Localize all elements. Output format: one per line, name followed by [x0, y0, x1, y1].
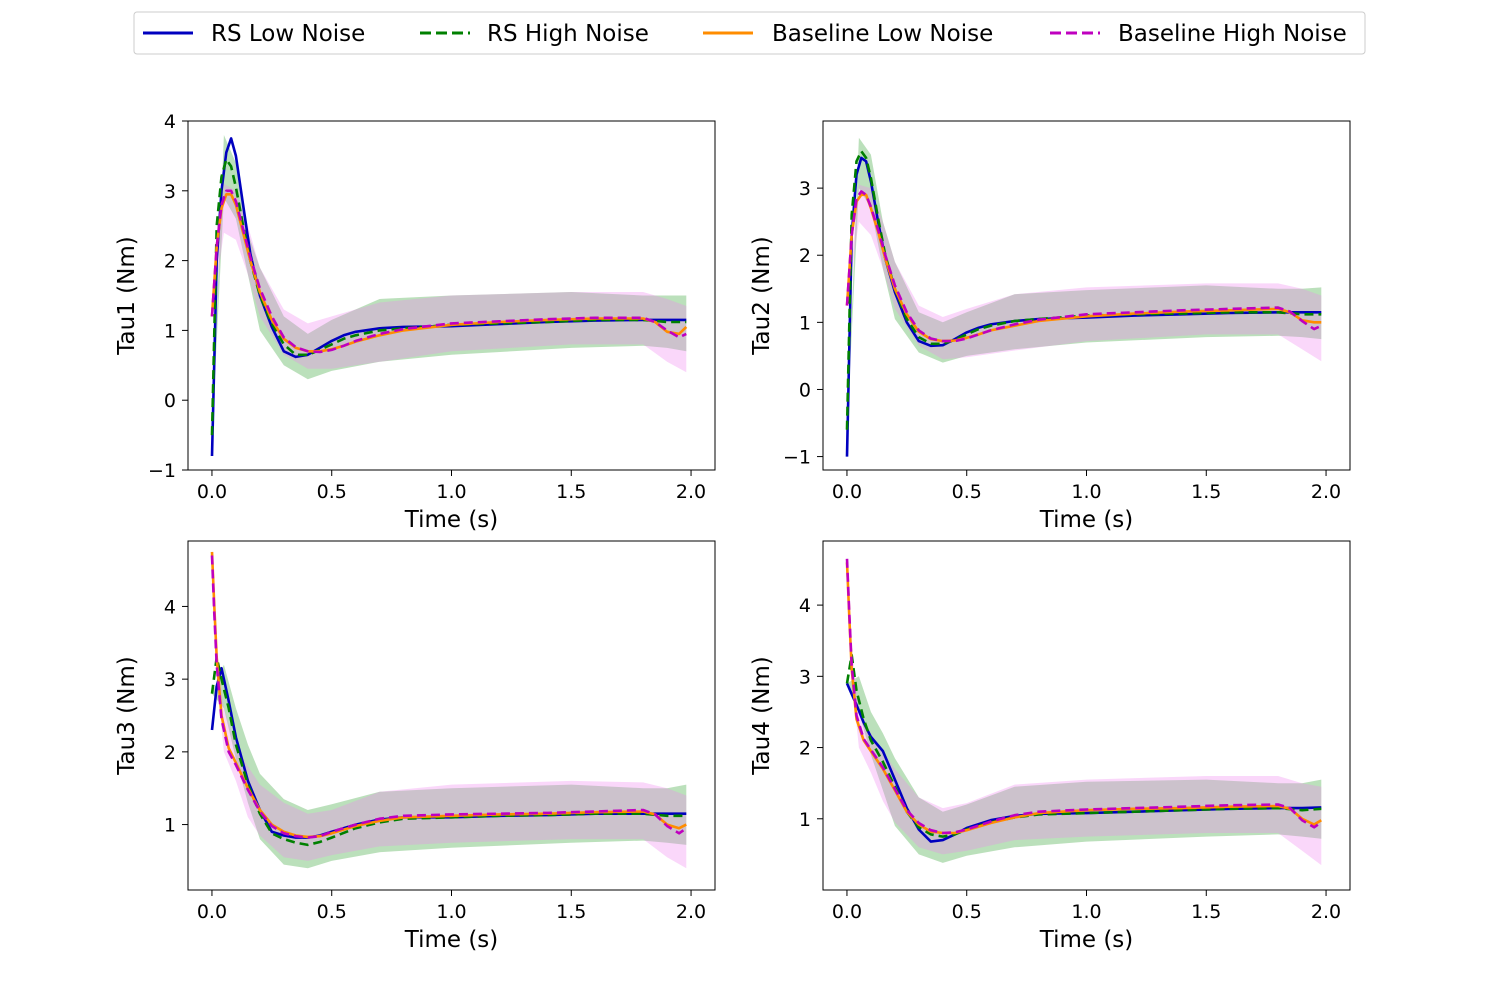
x-tick-label: 0.0	[832, 481, 862, 503]
series-line-rs-high-noise	[210, 656, 687, 847]
y-tick-label: 2	[164, 251, 176, 273]
y-tick-label: 2	[799, 738, 811, 760]
y-tick-label: 3	[799, 666, 811, 688]
band-baseline-high-noise	[212, 183, 687, 373]
band-baseline-high-noise	[847, 558, 1322, 866]
y-tick-label: 2	[799, 245, 811, 267]
x-tick-label: 1.0	[1071, 901, 1101, 923]
legend-label-baseline-high-noise: Baseline High Noise	[1118, 21, 1347, 47]
y-tick-label: 4	[164, 596, 176, 618]
y-tick-label: 0	[164, 390, 176, 412]
plot-area	[845, 558, 1323, 866]
x-tick-label: 1.0	[436, 481, 466, 503]
band-rs-high-noise	[212, 135, 687, 436]
x-tick-label: 0.5	[952, 481, 982, 503]
x-tick-label: 2.0	[676, 901, 706, 923]
y-tick-label: 1	[164, 320, 176, 342]
x-tick-label: 2.0	[1311, 901, 1341, 923]
legend: RS Low Noise RS High Noise Baseline Low …	[133, 11, 1366, 55]
y-tick-label: −1	[783, 447, 811, 469]
legend-label-rs-high-noise: RS High Noise	[487, 21, 649, 47]
x-axis-label: Time (s)	[1039, 927, 1134, 953]
x-tick-label: 1.5	[1191, 901, 1221, 923]
legend-label-baseline-low-noise: Baseline Low Noise	[772, 21, 993, 47]
band-rs-high-noise	[212, 664, 687, 869]
y-axis-label: Tau1 (Nm)	[114, 236, 140, 355]
y-tick-label: 3	[799, 178, 811, 200]
legend-label-rs-low-noise: RS Low Noise	[211, 21, 365, 47]
x-tick-label: 1.0	[436, 901, 466, 923]
band-baseline-high-noise	[212, 555, 687, 869]
y-axis-label: Tau3 (Nm)	[114, 656, 140, 775]
x-tick-label: 0.5	[317, 481, 347, 503]
y-axis-label: Tau4 (Nm)	[749, 656, 775, 775]
x-tick-label: 2.0	[1311, 481, 1341, 503]
x-tick-label: 1.5	[1191, 481, 1221, 503]
series-line-baseline-high-noise	[845, 558, 1323, 835]
subplot-1: 0.0 0.5 1.0 1.5 2.0 −1 0 1 2 3 4 Time (s) Tau1 (Nm)	[114, 111, 716, 533]
x-tick-label: 0.0	[197, 481, 227, 503]
y-tick-label: 4	[799, 595, 811, 617]
plot-area	[210, 551, 688, 869]
x-tick-label: 0.0	[197, 901, 227, 923]
series-line-rs-high-noise	[845, 653, 1322, 838]
x-tick-label: 1.5	[556, 481, 586, 503]
x-tick-label: 2.0	[676, 481, 706, 503]
y-tick-label: 4	[164, 111, 176, 133]
band-rs-high-noise	[847, 676, 1322, 863]
plot-area	[845, 137, 1322, 457]
subplot-2: 0.0 0.5 1.0 1.5 2.0 −1 0 1 2 3 Time (s) Tau2 (Nm)	[749, 120, 1351, 533]
y-axis-label: Tau2 (Nm)	[749, 236, 775, 355]
y-tick-label: 1	[799, 809, 811, 831]
series-line-baseline-high-noise	[845, 190, 1322, 343]
x-axis-label: Time (s)	[404, 927, 499, 953]
y-tick-label: 0	[799, 379, 811, 401]
series-line-baseline-high-noise	[210, 189, 687, 354]
x-tick-label: 0.0	[832, 901, 862, 923]
x-tick-label: 1.0	[1071, 481, 1101, 503]
series-line-baseline-high-noise	[210, 555, 688, 839]
y-tick-label: 1	[164, 815, 176, 837]
plot-area	[210, 135, 688, 457]
y-tick-label: 2	[164, 742, 176, 764]
y-tick-label: 3	[164, 181, 176, 203]
x-axis-label: Time (s)	[1039, 507, 1134, 533]
subplot-3: 0.0 0.5 1.0 1.5 2.0 1 2 3 4 Time (s) Tau3 (Nm)	[114, 540, 716, 953]
subplot-4: 0.0 0.5 1.0 1.5 2.0 1 2 3 4 Time (s) Tau4 (Nm)	[749, 540, 1351, 953]
y-tick-label: −1	[148, 460, 176, 482]
x-tick-label: 0.5	[952, 901, 982, 923]
x-tick-label: 0.5	[317, 901, 347, 923]
x-tick-label: 1.5	[556, 901, 586, 923]
y-tick-label: 3	[164, 669, 176, 691]
x-axis-label: Time (s)	[404, 507, 499, 533]
band-baseline-high-noise	[847, 184, 1322, 362]
y-tick-label: 1	[799, 312, 811, 334]
